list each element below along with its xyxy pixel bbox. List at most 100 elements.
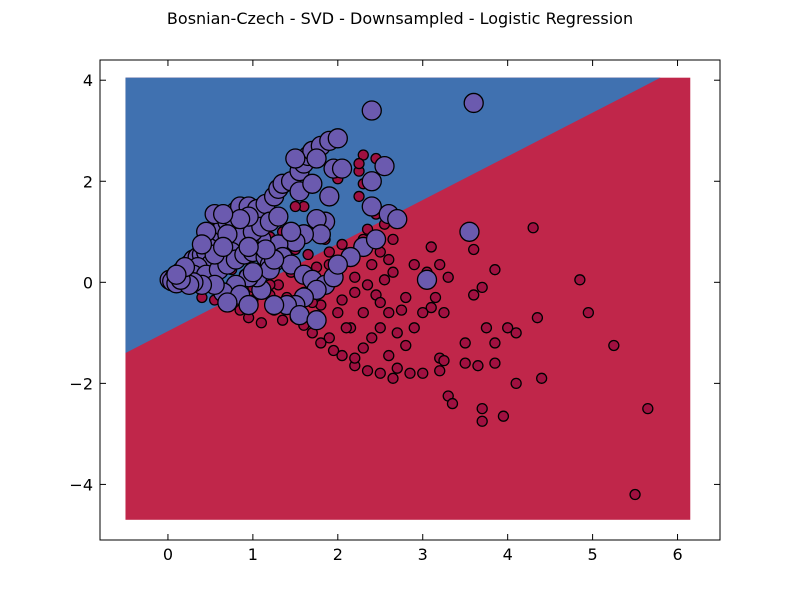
data-point xyxy=(238,294,259,316)
data-point xyxy=(476,281,488,294)
data-point xyxy=(408,258,420,271)
data-point xyxy=(417,367,429,379)
data-point xyxy=(489,337,501,349)
data-point xyxy=(374,155,395,177)
data-point xyxy=(383,349,395,362)
data-point xyxy=(310,224,331,245)
data-point xyxy=(268,206,289,227)
y-tick-label: 2 xyxy=(83,172,93,191)
data-point xyxy=(434,365,446,377)
data-point xyxy=(510,377,522,390)
data-point xyxy=(353,190,365,203)
x-tick-label: 4 xyxy=(503,545,513,564)
data-point xyxy=(349,271,361,283)
data-point xyxy=(642,402,654,415)
data-point xyxy=(574,274,586,286)
data-point xyxy=(400,339,412,352)
data-point xyxy=(302,173,323,194)
data-point xyxy=(383,253,395,266)
data-point xyxy=(387,266,399,278)
data-point xyxy=(353,157,365,170)
data-point xyxy=(191,234,213,255)
data-point xyxy=(438,306,450,319)
data-point xyxy=(459,357,471,369)
data-point xyxy=(336,294,348,306)
data-point xyxy=(289,200,301,213)
plot-frame xyxy=(99,59,721,541)
data-point xyxy=(417,306,429,319)
data-point xyxy=(357,342,369,354)
data-point xyxy=(425,301,437,314)
data-point xyxy=(327,254,348,275)
data-point xyxy=(387,209,408,230)
data-point xyxy=(306,310,327,331)
data-point xyxy=(361,171,382,192)
data-point xyxy=(502,322,514,334)
data-point xyxy=(391,327,403,339)
data-point xyxy=(319,186,340,207)
x-tick-label: 5 xyxy=(588,545,598,564)
data-point xyxy=(349,352,361,364)
data-point xyxy=(395,304,408,316)
data-point xyxy=(400,291,412,304)
data-point xyxy=(276,314,289,326)
data-point xyxy=(340,322,352,334)
data-point xyxy=(510,327,522,339)
data-point xyxy=(531,312,544,324)
data-point xyxy=(242,262,264,283)
data-point xyxy=(535,372,548,384)
data-point xyxy=(416,269,438,290)
data-point xyxy=(366,258,378,271)
data-point xyxy=(315,337,327,349)
data-point xyxy=(425,241,437,253)
data-point xyxy=(255,317,268,329)
class-points-small xyxy=(187,149,654,501)
data-point xyxy=(387,233,399,246)
data-point xyxy=(434,258,446,271)
data-point xyxy=(374,367,386,379)
y-tick-label: −2 xyxy=(69,374,93,393)
data-point xyxy=(217,292,238,313)
data-point xyxy=(285,148,306,169)
data-point xyxy=(327,344,340,357)
data-point xyxy=(374,322,386,334)
upper-region xyxy=(125,77,661,354)
data-point xyxy=(459,221,480,242)
data-point xyxy=(387,372,399,384)
data-point xyxy=(255,239,276,260)
data-point xyxy=(323,246,335,258)
y-tick-label: 4 xyxy=(83,71,93,90)
data-point xyxy=(229,209,251,230)
data-point xyxy=(468,243,480,256)
data-point xyxy=(476,415,488,427)
data-point xyxy=(408,322,420,334)
x-tick-label: 3 xyxy=(418,545,428,564)
data-point xyxy=(446,397,459,410)
data-point xyxy=(463,92,484,114)
data-point xyxy=(238,236,259,258)
y-tick-label: 0 xyxy=(83,273,93,292)
data-point xyxy=(336,349,348,362)
x-tick-label: 2 xyxy=(333,545,343,564)
data-point xyxy=(404,367,416,379)
x-tick-label: 0 xyxy=(163,545,173,564)
data-point xyxy=(323,332,335,344)
data-point xyxy=(459,337,471,349)
data-point xyxy=(489,264,501,276)
data-point xyxy=(629,488,641,501)
data-point xyxy=(166,264,187,285)
data-point xyxy=(280,221,302,242)
data-point xyxy=(361,279,374,291)
data-point xyxy=(302,248,314,261)
data-point xyxy=(472,360,484,372)
data-point xyxy=(497,410,510,422)
data-point xyxy=(438,354,450,367)
data-point xyxy=(374,296,386,309)
x-tick-label: 6 xyxy=(672,545,682,564)
data-point xyxy=(349,286,361,299)
data-point xyxy=(489,357,501,369)
data-point xyxy=(608,339,620,352)
chart-title: Bosnian-Czech - SVD - Downsampled - Logi… xyxy=(166,9,634,28)
y-axis-ticks: 4 2 0 −2 −4 xyxy=(69,71,720,494)
